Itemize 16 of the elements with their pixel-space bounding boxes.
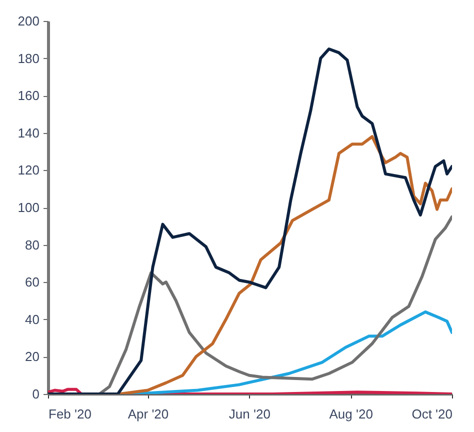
x-tick-label: Feb '20: [48, 406, 92, 422]
y-tick-label: 60: [25, 274, 40, 290]
y-tick-label: 180: [18, 50, 40, 66]
x-tick-label: Oct '20: [412, 406, 452, 422]
y-tick-label: 20: [25, 349, 40, 364]
y-tick-label: 40: [25, 312, 40, 327]
y-tick-label: 0: [32, 386, 40, 402]
y-tick-label: 200: [18, 14, 40, 28]
y-tick-label: 80: [25, 237, 40, 252]
y-tick-label: 120: [18, 162, 40, 178]
y-tick-label: 140: [18, 125, 40, 140]
x-tick-label: Aug '20: [329, 406, 373, 422]
y-tick-label: 160: [18, 88, 40, 104]
x-tick-label: Jun '20: [228, 406, 270, 422]
x-tick-label: Apr '20: [128, 406, 169, 422]
y-tick-label: 100: [18, 200, 40, 215]
